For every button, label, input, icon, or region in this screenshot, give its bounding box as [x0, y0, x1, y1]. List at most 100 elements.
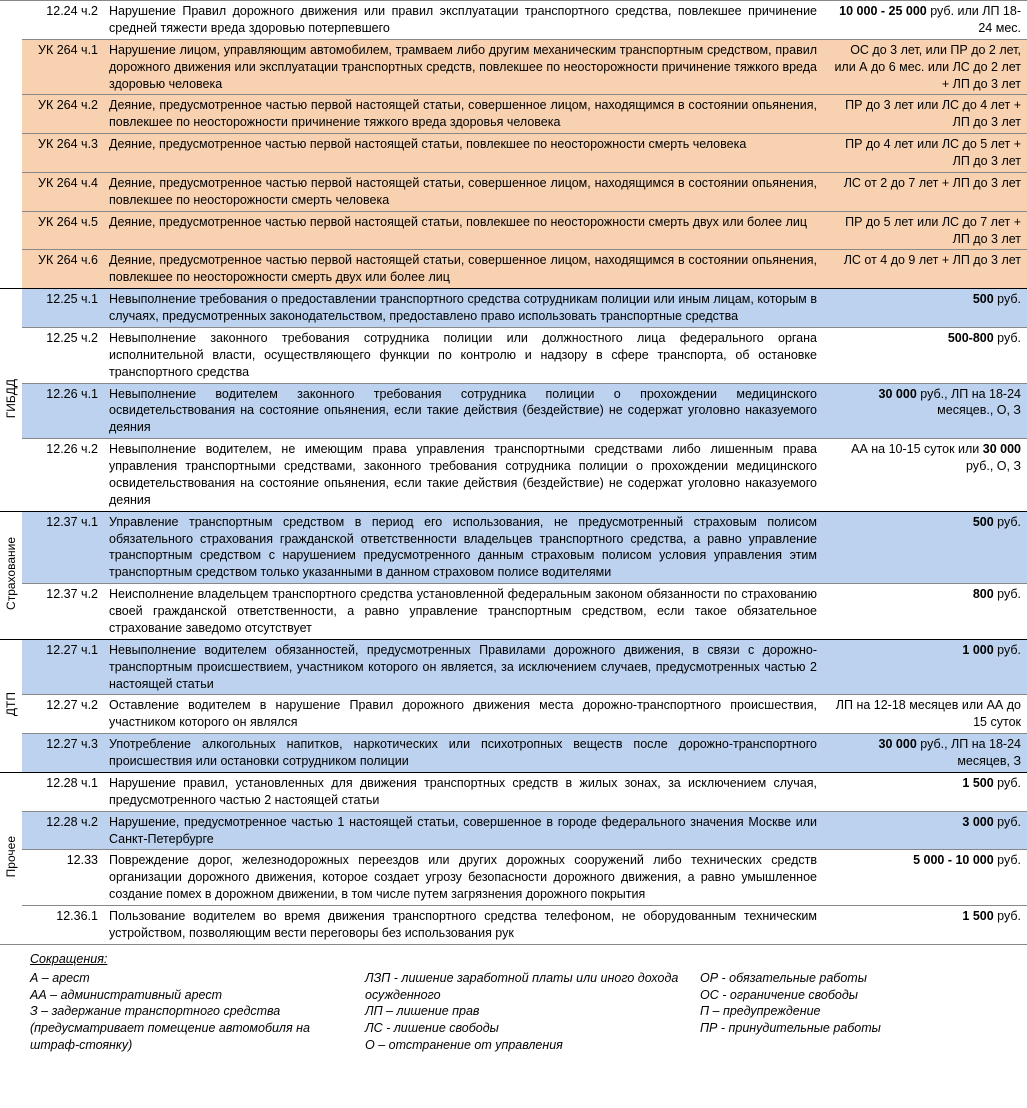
table-row: Прочее12.28 ч.1Нарушение правил, установ…: [0, 772, 1027, 811]
table-row: УК 264 ч.4Деяние, предусмотренное частью…: [0, 172, 1027, 211]
article-description: Нарушение Правил дорожного движения или …: [104, 1, 822, 40]
article-description: Нарушение, предусмотренное частью 1 наст…: [104, 811, 822, 850]
table-row: 12.36.1Пользование водителем во время дв…: [0, 906, 1027, 944]
section-label: ГИБДД: [4, 379, 18, 418]
table-row: 12.33Повреждение дорог, железнодорожных …: [0, 850, 1027, 906]
violations-table-inner: 12.24 ч.2Нарушение Правил дорожного движ…: [0, 0, 1027, 944]
article-description: Невыполнение водителем законного требова…: [104, 383, 822, 439]
abbrev-entry: П – предупреждение: [700, 1003, 1017, 1020]
abbrev-entry: ОР - обязательные работы: [700, 970, 1017, 987]
article-code: 12.28 ч.1: [22, 772, 104, 811]
table-row: 12.24 ч.2Нарушение Правил дорожного движ…: [0, 1, 1027, 40]
abbrev-entry: ЛП – лишение прав: [365, 1003, 682, 1020]
article-description: Неисполнение владельцем транспортного ср…: [104, 584, 822, 640]
table-row: УК 264 ч.1Нарушение лицом, управляющим а…: [0, 39, 1027, 95]
violations-table: 12.24 ч.2Нарушение Правил дорожного движ…: [0, 0, 1027, 944]
section-label: Страхование: [4, 537, 18, 610]
article-description: Повреждение дорог, железнодорожных перее…: [104, 850, 822, 906]
article-code: 12.33: [22, 850, 104, 906]
table-row: 12.27 ч.3Употребление алкогольных напитк…: [0, 734, 1027, 773]
article-code: 12.27 ч.2: [22, 695, 104, 734]
article-code: УК 264 ч.5: [22, 211, 104, 250]
article-description: Деяние, предусмотренное частью первой на…: [104, 250, 822, 289]
article-code: 12.37 ч.1: [22, 511, 104, 584]
penalty-cell: 5 000 - 10 000 руб.: [822, 850, 1027, 906]
penalty-cell: 1 000 руб.: [822, 639, 1027, 695]
penalty-cell: ПР до 4 лет или ЛС до 5 лет + ЛП до 3 ле…: [822, 134, 1027, 173]
article-code: 12.24 ч.2: [22, 1, 104, 40]
penalty-cell: 1 500 руб.: [822, 772, 1027, 811]
article-description: Невыполнение законного требования сотруд…: [104, 327, 822, 383]
abbrev-title: Сокращения:: [30, 951, 1017, 968]
article-code: 12.36.1: [22, 906, 104, 944]
penalty-cell: ЛС от 4 до 9 лет + ЛП до 3 лет: [822, 250, 1027, 289]
table-row: 12.28 ч.2Нарушение, предусмотренное част…: [0, 811, 1027, 850]
article-code: 12.25 ч.2: [22, 327, 104, 383]
article-description: Невыполнение водителем обязанностей, пре…: [104, 639, 822, 695]
penalty-cell: 30 000 руб., ЛП на 18-24 месяцев., О, З: [822, 383, 1027, 439]
section-label-cell: ДТП: [0, 639, 22, 772]
article-code: УК 264 ч.4: [22, 172, 104, 211]
table-row: ДТП12.27 ч.1Невыполнение водителем обяза…: [0, 639, 1027, 695]
article-code: 12.26 ч.1: [22, 383, 104, 439]
article-description: Оставление водителем в нарушение Правил …: [104, 695, 822, 734]
abbrev-column: ОР - обязательные работыОС - ограничение…: [700, 970, 1017, 1054]
article-code: УК 264 ч.6: [22, 250, 104, 289]
article-description: Нарушение лицом, управляющим автомобилем…: [104, 39, 822, 95]
penalty-cell: 500-800 руб.: [822, 327, 1027, 383]
article-description: Деяние, предусмотренное частью первой на…: [104, 172, 822, 211]
article-code: 12.28 ч.2: [22, 811, 104, 850]
article-code: УК 264 ч.3: [22, 134, 104, 173]
table-row: УК 264 ч.3Деяние, предусмотренное частью…: [0, 134, 1027, 173]
article-code: 12.25 ч.1: [22, 289, 104, 328]
table-row: УК 264 ч.5Деяние, предусмотренное частью…: [0, 211, 1027, 250]
abbrev-columns: А – арестАА – административный арестЗ – …: [30, 970, 1017, 1054]
table-row: 12.26 ч.2Невыполнение водителем, не имею…: [0, 439, 1027, 512]
abbrev-entry: АА – административный арест: [30, 987, 347, 1004]
section-label: ДТП: [4, 692, 18, 716]
table-row: УК 264 ч.6Деяние, предусмотренное частью…: [0, 250, 1027, 289]
abbrev-entry: А – арест: [30, 970, 347, 987]
penalty-cell: 30 000 руб., ЛП на 18-24 месяцев, З: [822, 734, 1027, 773]
penalty-cell: ЛП на 12-18 месяцев или АА до 15 суток: [822, 695, 1027, 734]
penalty-cell: 800 руб.: [822, 584, 1027, 640]
article-code: 12.26 ч.2: [22, 439, 104, 512]
table-row: 12.37 ч.2Неисполнение владельцем транспо…: [0, 584, 1027, 640]
abbrev-entry: ОС - ограничение свободы: [700, 987, 1017, 1004]
penalty-cell: 10 000 - 25 000 руб. или ЛП 18-24 мес.: [822, 1, 1027, 40]
article-description: Деяние, предусмотренное частью первой на…: [104, 211, 822, 250]
table-row: 12.25 ч.2Невыполнение законного требован…: [0, 327, 1027, 383]
article-code: 12.37 ч.2: [22, 584, 104, 640]
penalty-cell: 3 000 руб.: [822, 811, 1027, 850]
table-row: ГИБДД12.25 ч.1Невыполнение требования о …: [0, 289, 1027, 328]
penalty-cell: ПР до 5 лет или ЛС до 7 лет + ЛП до 3 ле…: [822, 211, 1027, 250]
penalty-cell: АА на 10-15 суток или 30 000 руб., О, З: [822, 439, 1027, 512]
article-description: Управление транспортным средством в пери…: [104, 511, 822, 584]
article-description: Невыполнение требования о предоставлении…: [104, 289, 822, 328]
section-label: Прочее: [4, 836, 18, 877]
article-code: УК 264 ч.2: [22, 95, 104, 134]
section-label-cell: [0, 1, 22, 289]
penalty-cell: 500 руб.: [822, 511, 1027, 584]
abbrev-column: ЛЗП - лишение заработной платы или иного…: [365, 970, 682, 1054]
section-label-cell: Страхование: [0, 511, 22, 639]
table-row: 12.26 ч.1Невыполнение водителем законног…: [0, 383, 1027, 439]
article-code: 12.27 ч.1: [22, 639, 104, 695]
article-description: Деяние, предусмотренное частью первой на…: [104, 95, 822, 134]
abbrev-entry: ПР - принудительные работы: [700, 1020, 1017, 1037]
article-code: 12.27 ч.3: [22, 734, 104, 773]
penalty-cell: 500 руб.: [822, 289, 1027, 328]
table-row: 12.27 ч.2Оставление водителем в нарушени…: [0, 695, 1027, 734]
abbrev-entry: З – задержание транспортного средства (п…: [30, 1003, 347, 1054]
penalty-cell: ЛС от 2 до 7 лет + ЛП до 3 лет: [822, 172, 1027, 211]
article-description: Невыполнение водителем, не имеющим права…: [104, 439, 822, 512]
abbreviations-block: Сокращения: А – арестАА – административн…: [0, 944, 1027, 1058]
penalty-cell: 1 500 руб.: [822, 906, 1027, 944]
penalty-cell: ОС до 3 лет, или ПР до 2 лет, или А до 6…: [822, 39, 1027, 95]
article-code: УК 264 ч.1: [22, 39, 104, 95]
penalty-cell: ПР до 3 лет или ЛС до 4 лет + ЛП до 3 ле…: [822, 95, 1027, 134]
table-row: Страхование12.37 ч.1Управление транспорт…: [0, 511, 1027, 584]
abbrev-entry: ЛЗП - лишение заработной платы или иного…: [365, 970, 682, 1004]
abbrev-entry: ЛС - лишение свободы: [365, 1020, 682, 1037]
article-description: Употребление алкогольных напитков, нарко…: [104, 734, 822, 773]
